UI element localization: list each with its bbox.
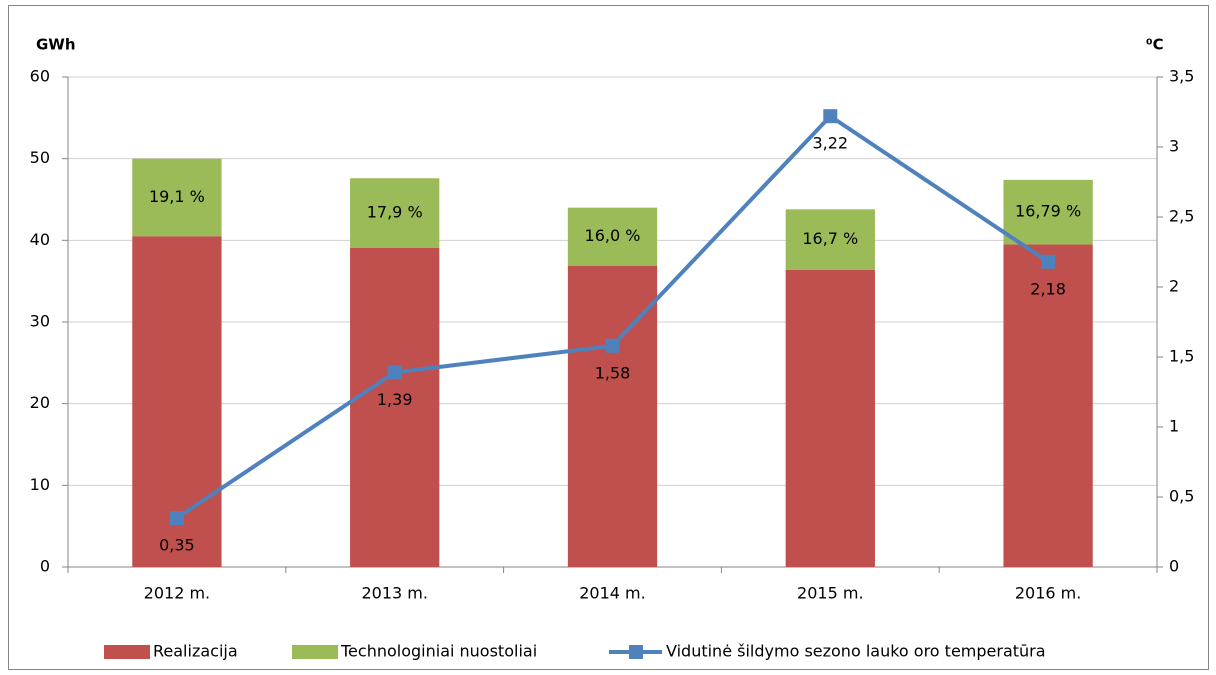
line-label: 3,22 xyxy=(812,134,848,153)
x-tick-label: 2013 m. xyxy=(361,584,427,603)
bar xyxy=(567,207,658,266)
bar xyxy=(132,158,222,237)
x-tick-label: 2012 m. xyxy=(144,584,210,603)
bar xyxy=(785,269,875,567)
y-tick-label: 30 xyxy=(30,312,50,331)
bar-label: 17,9 % xyxy=(367,202,423,221)
line-label: 1,58 xyxy=(595,363,631,382)
line-marker xyxy=(387,365,402,380)
y-tick-label: 40 xyxy=(30,230,50,249)
line-label: 2,18 xyxy=(1030,279,1066,298)
bar-label: 16,79 % xyxy=(1015,202,1081,221)
bar xyxy=(1003,244,1093,567)
y2-tick-label: 1 xyxy=(1169,417,1179,436)
y2-tick-label: 0 xyxy=(1169,557,1179,576)
legend-label: Realizacija xyxy=(153,642,238,661)
bar-label: 16,0 % xyxy=(585,226,641,245)
line-marker xyxy=(605,338,620,353)
y2-tick-label: 0,5 xyxy=(1169,487,1194,506)
y-axis-title: GWh xyxy=(36,36,76,54)
y2-tick-label: 1,5 xyxy=(1169,347,1194,366)
x-tick-label: 2014 m. xyxy=(579,584,645,603)
bar xyxy=(1003,179,1093,245)
line-marker xyxy=(169,511,184,525)
y-tick-label: 0 xyxy=(40,557,50,576)
legend-label: Technologiniai nuostoliai xyxy=(340,642,537,661)
x-tick-label: 2015 m. xyxy=(797,584,863,603)
line-label: 0,35 xyxy=(159,536,195,555)
bar xyxy=(785,209,875,270)
y2-tick-label: 2,5 xyxy=(1169,207,1194,226)
legend-label: Vidutinė šildymo sezono lauko oro temper… xyxy=(666,642,1046,661)
y-tick-label: 20 xyxy=(30,393,50,412)
y-tick-label: 10 xyxy=(30,475,50,494)
bar-label: 19,1 % xyxy=(149,187,205,206)
y2-tick-label: 3 xyxy=(1169,137,1179,156)
y2-axis-title: ⁰C xyxy=(1146,36,1164,54)
bar-label: 16,7 % xyxy=(802,229,858,248)
legend-swatch xyxy=(104,645,150,659)
y-tick-label: 50 xyxy=(30,148,50,167)
legend-swatch xyxy=(292,645,338,659)
line-label: 1,39 xyxy=(377,390,413,409)
bar xyxy=(350,178,440,248)
legend-marker xyxy=(629,645,643,659)
line-marker xyxy=(1041,254,1056,269)
x-tick-label: 2016 m. xyxy=(1015,584,1081,603)
y2-tick-label: 3,5 xyxy=(1169,67,1194,86)
y2-tick-label: 2 xyxy=(1169,277,1179,296)
y-tick-label: 60 xyxy=(30,67,50,86)
line-marker xyxy=(823,109,838,124)
bar xyxy=(350,247,440,567)
